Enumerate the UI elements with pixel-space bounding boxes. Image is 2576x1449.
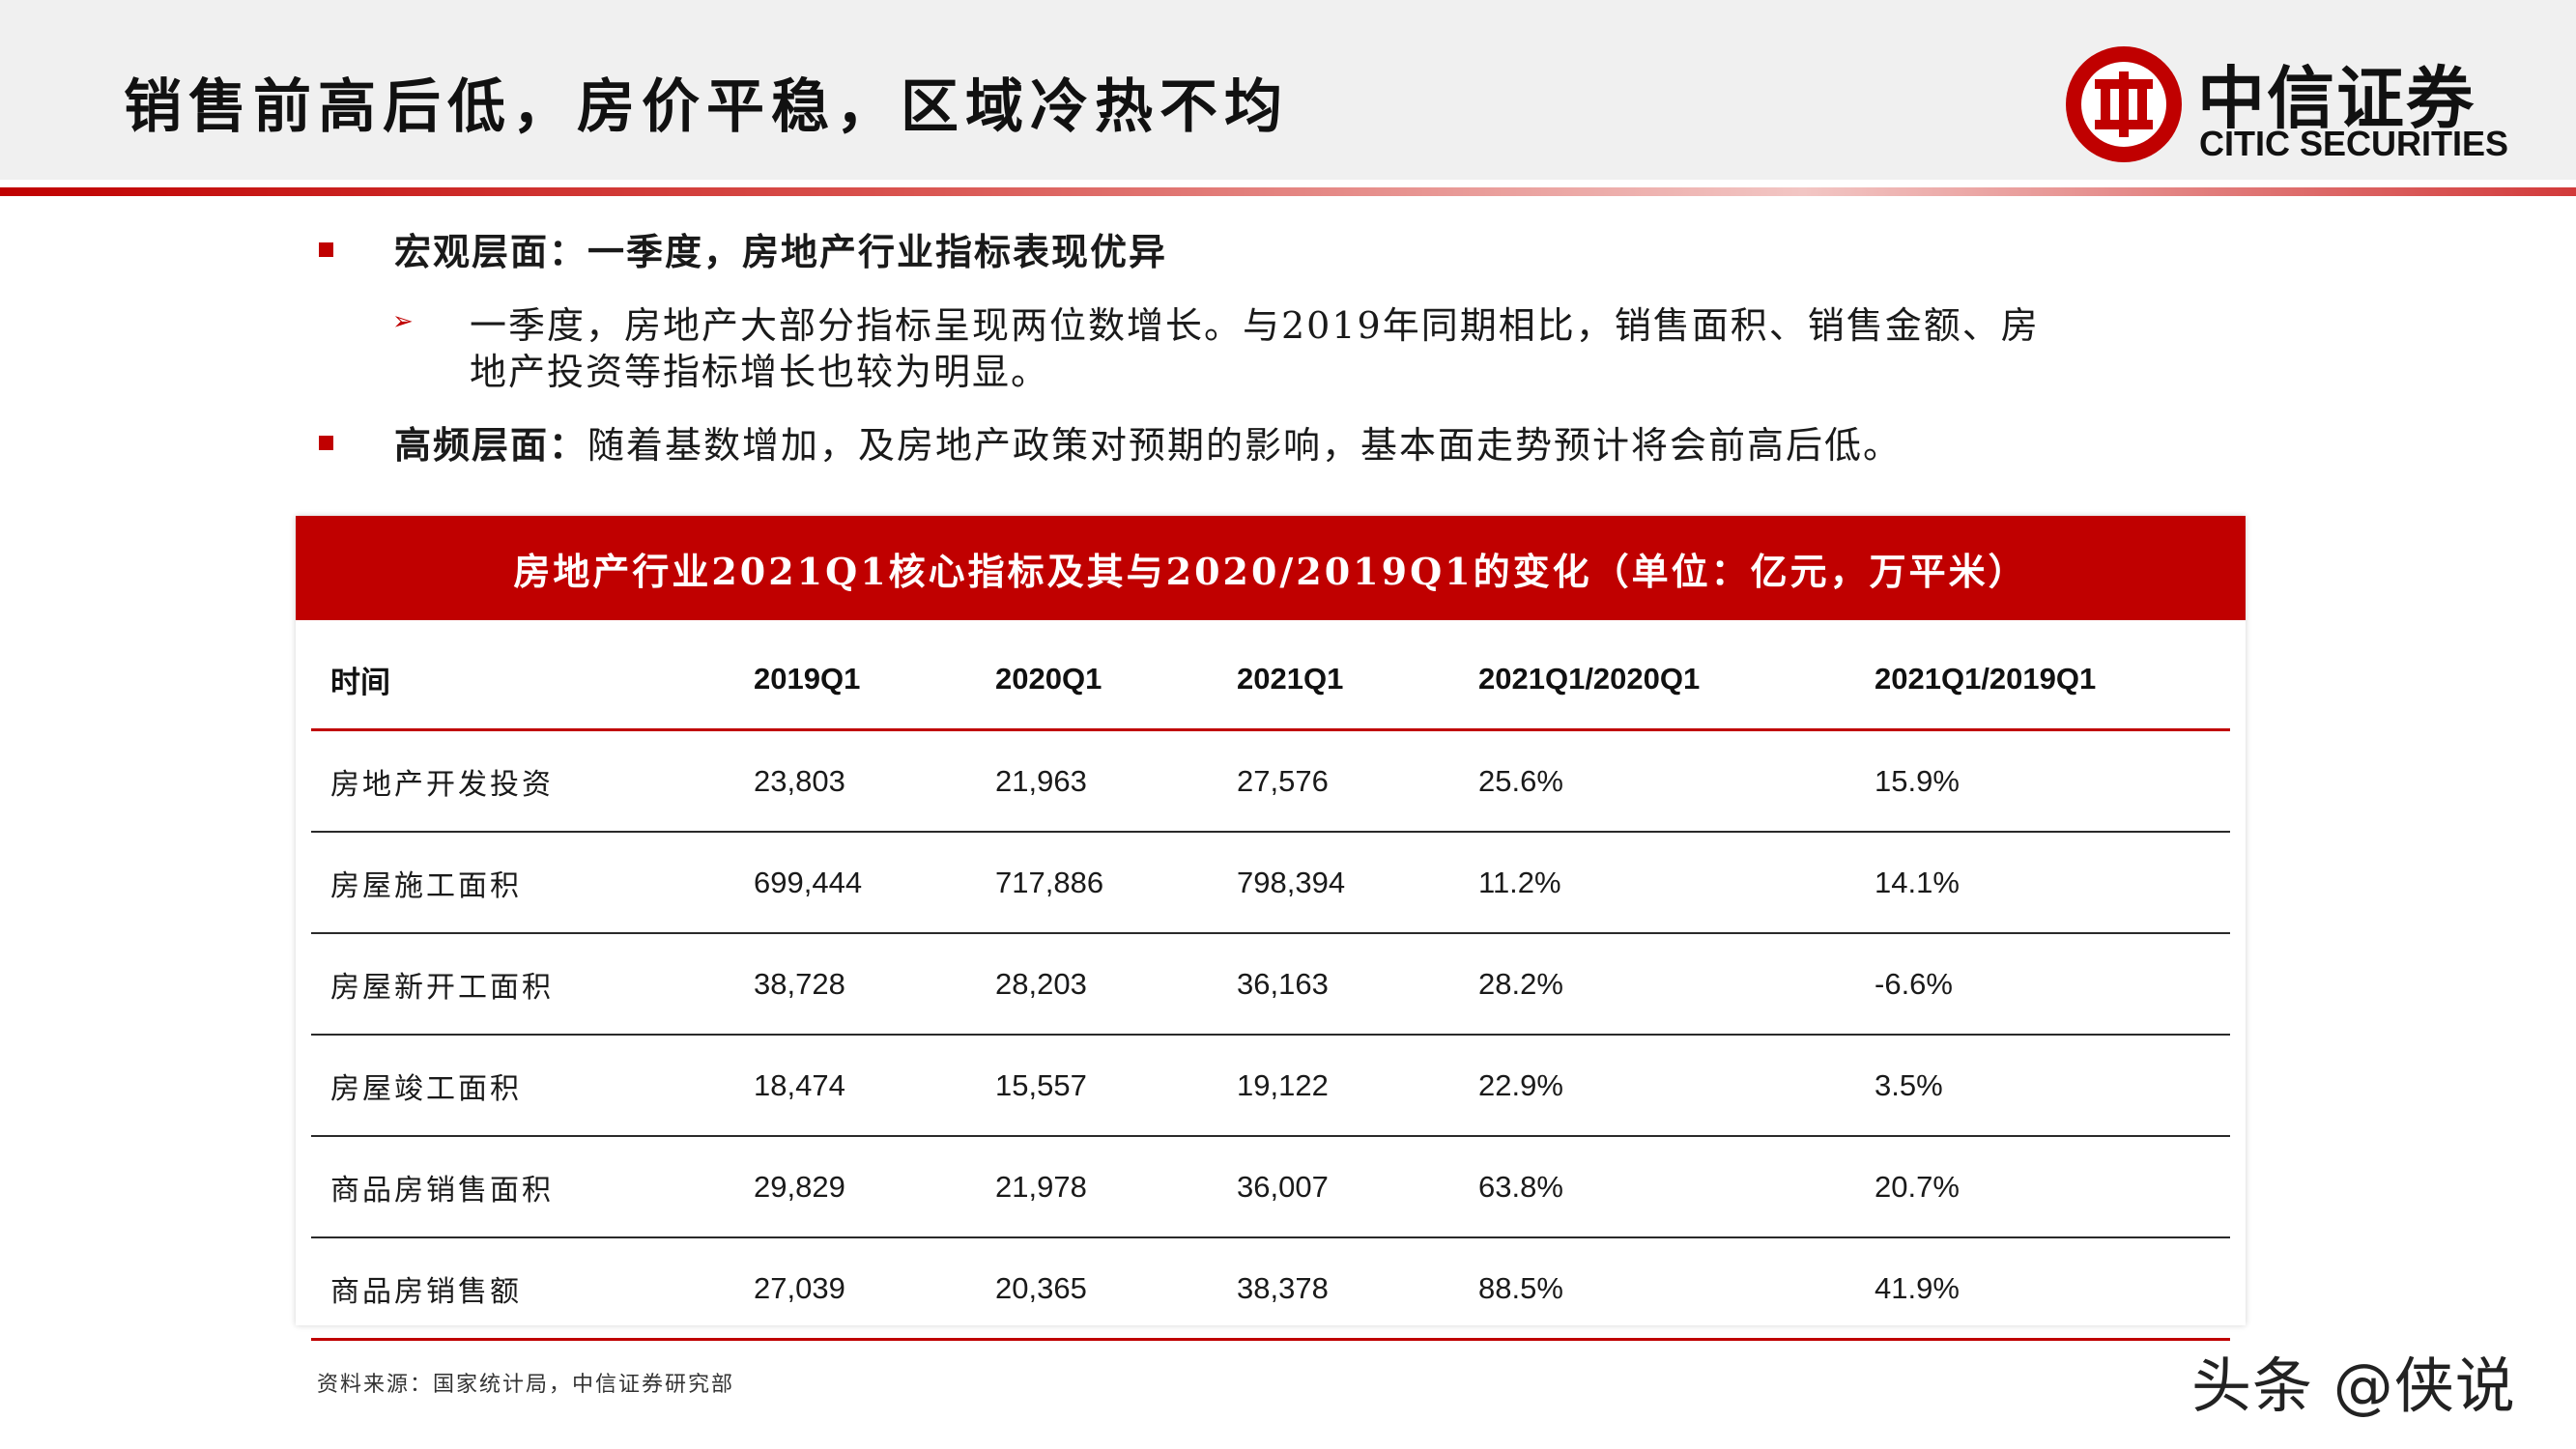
table-row: 房屋新开工面积 38,728 28,203 36,163 28.2% -6.6% (311, 933, 2230, 1036)
cell-2019q1: 18,474 (754, 1035, 995, 1137)
cell-2021q1: 38,378 (1237, 1237, 1478, 1341)
col-header-time: 时间 (311, 630, 754, 731)
table-row: 房屋施工面积 699,444 717,886 798,394 11.2% 14.… (311, 832, 2230, 934)
square-bullet-icon (319, 242, 333, 257)
cell-ratio-2019: 3.5% (1875, 1035, 2230, 1137)
cell-ratio-2019: 20.7% (1875, 1136, 2230, 1238)
bullet-frequency-label: 高频层面： (394, 423, 588, 467)
row-label: 商品房销售面积 (311, 1136, 754, 1238)
col-header-2021q1: 2021Q1 (1237, 630, 1478, 731)
cell-2019q1: 699,444 (754, 832, 995, 934)
cell-ratio-2020: 63.8% (1478, 1136, 1875, 1238)
watermark: 头条 @侠说 (2191, 1350, 2516, 1421)
square-bullet-icon (319, 436, 333, 450)
cell-2019q1: 29,829 (754, 1136, 995, 1238)
table-row: 房地产开发投资 23,803 21,963 27,576 25.6% 15.9% (311, 729, 2230, 833)
source-note: 资料来源：国家统计局，中信证券研究部 (317, 1373, 735, 1397)
col-header-ratio-2019: 2021Q1/2019Q1 (1875, 630, 2230, 731)
logo-text-cn: 中信证券 (2197, 59, 2476, 138)
cell-ratio-2020: 28.2% (1478, 933, 1875, 1036)
cell-2021q1: 798,394 (1237, 832, 1478, 934)
cell-ratio-2019: 14.1% (1875, 832, 2230, 934)
bullet-macro-text: 一季度，房地产行业指标表现优异 (587, 230, 1168, 273)
cell-2021q1: 19,122 (1237, 1035, 1478, 1137)
bullet-frequency: 高频层面：随着基数增加，及房地产政策对预期的影响，基本面走势预计将会前高后低。 (394, 415, 1902, 469)
indicator-table: 时间 2019Q1 2020Q1 2021Q1 2021Q1/2020Q1 20… (311, 630, 2230, 1341)
row-label: 商品房销售额 (311, 1237, 754, 1341)
slide-header: 销售前高后低，房价平稳，区域冷热不均 中信证券 CITIC SECURITIES (0, 0, 2576, 180)
row-label: 房地产开发投资 (311, 729, 754, 833)
indicator-table-card: 房地产行业2021Q1核心指标及其与2020/2019Q1的变化（单位：亿元，万… (296, 516, 2246, 1341)
cell-ratio-2019: 15.9% (1875, 729, 2230, 833)
bullet-macro: 宏观层面：一季度，房地产行业指标表现优异 (394, 222, 1167, 275)
col-header-ratio-2020: 2021Q1/2020Q1 (1478, 630, 1875, 731)
cell-ratio-2020: 88.5% (1478, 1237, 1875, 1341)
table-title: 房地产行业2021Q1核心指标及其与2020/2019Q1的变化（单位：亿元，万… (296, 516, 2246, 620)
cell-2021q1: 36,163 (1237, 933, 1478, 1036)
col-header-2019q1: 2019Q1 (754, 630, 995, 731)
cell-2020q1: 20,365 (995, 1237, 1237, 1341)
citic-logo: 中信证券 CITIC SECURITIES (2062, 43, 2508, 166)
cell-2021q1: 27,576 (1237, 729, 1478, 833)
row-label: 房屋施工面积 (311, 832, 754, 934)
cell-ratio-2019: -6.6% (1875, 933, 2230, 1036)
arrow-bullet-icon: ➢ (392, 307, 414, 336)
cell-2019q1: 27,039 (754, 1237, 995, 1341)
table-row: 商品房销售额 27,039 20,365 38,378 88.5% 41.9% (311, 1237, 2230, 1341)
cell-ratio-2020: 25.6% (1478, 729, 1875, 833)
citic-emblem-icon (2066, 46, 2182, 162)
table-row: 房屋竣工面积 18,474 15,557 19,122 22.9% 3.5% (311, 1035, 2230, 1137)
cell-ratio-2020: 22.9% (1478, 1035, 1875, 1137)
slide-title: 销售前高后低，房价平稳，区域冷热不均 (124, 73, 1289, 141)
logo-text-en: CITIC SECURITIES (2199, 124, 2509, 163)
cell-2019q1: 23,803 (754, 729, 995, 833)
cell-2020q1: 21,978 (995, 1136, 1237, 1238)
row-label: 房屋竣工面积 (311, 1035, 754, 1137)
cell-2020q1: 717,886 (995, 832, 1237, 934)
cell-2020q1: 15,557 (995, 1035, 1237, 1137)
header-divider (0, 187, 2576, 196)
cell-2019q1: 38,728 (754, 933, 995, 1036)
row-label: 房屋新开工面积 (311, 933, 754, 1036)
col-header-2020q1: 2020Q1 (995, 630, 1237, 731)
cell-2020q1: 28,203 (995, 933, 1237, 1036)
bullet-frequency-text: 随着基数增加，及房地产政策对预期的影响，基本面走势预计将会前高后低。 (587, 424, 1903, 467)
bullet-macro-label: 宏观层面： (394, 230, 588, 273)
sub-bullet-line-2: 地产投资等指标增长也较为明显。 (470, 351, 1050, 393)
sub-bullet-line-1: 一季度，房地产大部分指标呈现两位数增长。与2019年同期相比，销售面积、销售金额… (470, 304, 2040, 347)
table-header-row: 时间 2019Q1 2020Q1 2021Q1 2021Q1/2020Q1 20… (311, 630, 2230, 731)
cell-2020q1: 21,963 (995, 729, 1237, 833)
table-row: 商品房销售面积 29,829 21,978 36,007 63.8% 20.7% (311, 1136, 2230, 1238)
cell-2021q1: 36,007 (1237, 1136, 1478, 1238)
cell-ratio-2020: 11.2% (1478, 832, 1875, 934)
cell-ratio-2019: 41.9% (1875, 1237, 2230, 1341)
